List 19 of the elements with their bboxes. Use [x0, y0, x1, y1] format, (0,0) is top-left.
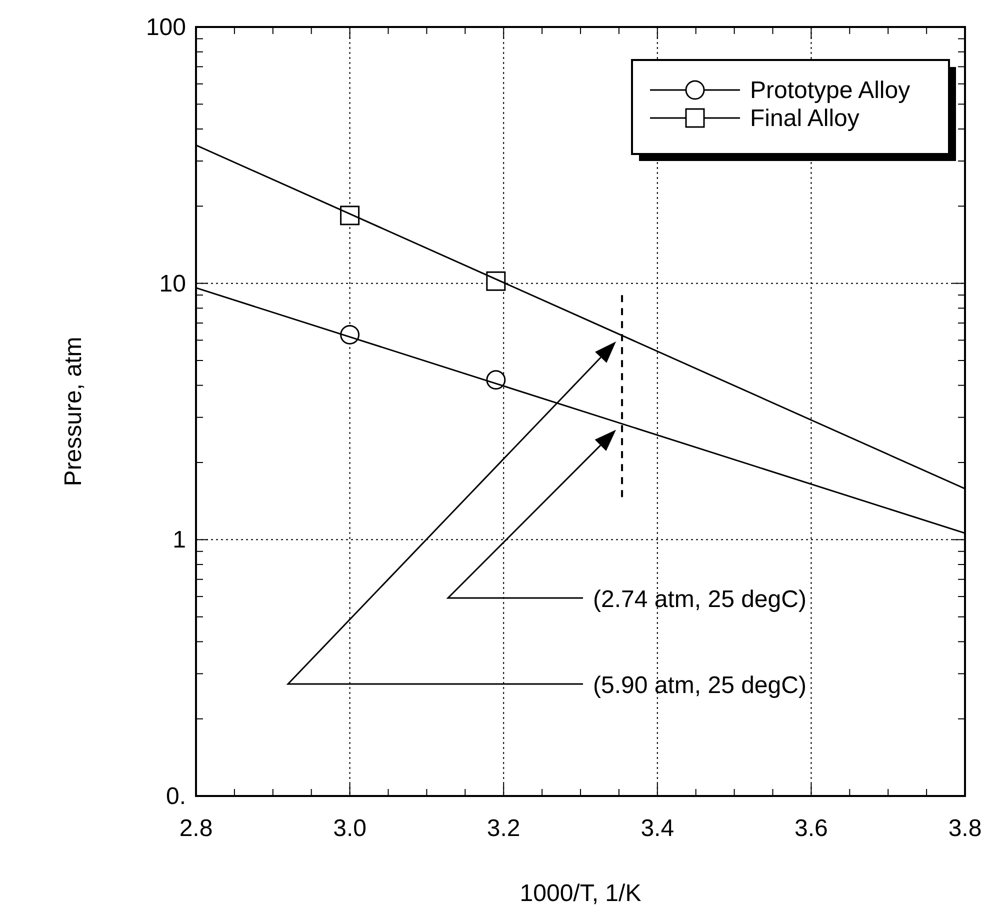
y-axis-title: Pressure, atm — [60, 336, 87, 486]
point — [486, 370, 506, 390]
point — [340, 206, 360, 226]
x-tick-label: 3.8 — [948, 815, 982, 842]
x-tick-label: 3.4 — [640, 815, 674, 842]
x-tick-label: 3.2 — [486, 815, 520, 842]
y-tick-label: 0. — [166, 783, 186, 810]
x-axis-title: 1000/T, 1/K — [520, 880, 642, 907]
y-tick-label: 10 — [159, 270, 186, 298]
annotation: (2.74 atm, 25 degC) — [593, 586, 806, 613]
y-tick-label: 100 — [146, 14, 186, 41]
x-tick-label: 2.8 — [179, 815, 213, 842]
x-tick-label: 3.6 — [794, 815, 828, 842]
point — [486, 271, 506, 291]
x-tick-label: 3.0 — [333, 815, 366, 842]
legend-label: Final Alloy — [750, 105, 860, 132]
y-tick-label: 1 — [172, 526, 186, 554]
annotation: (5.90 atm, 25 degC) — [593, 672, 806, 699]
legend-label: Prototype Alloy — [750, 77, 910, 104]
